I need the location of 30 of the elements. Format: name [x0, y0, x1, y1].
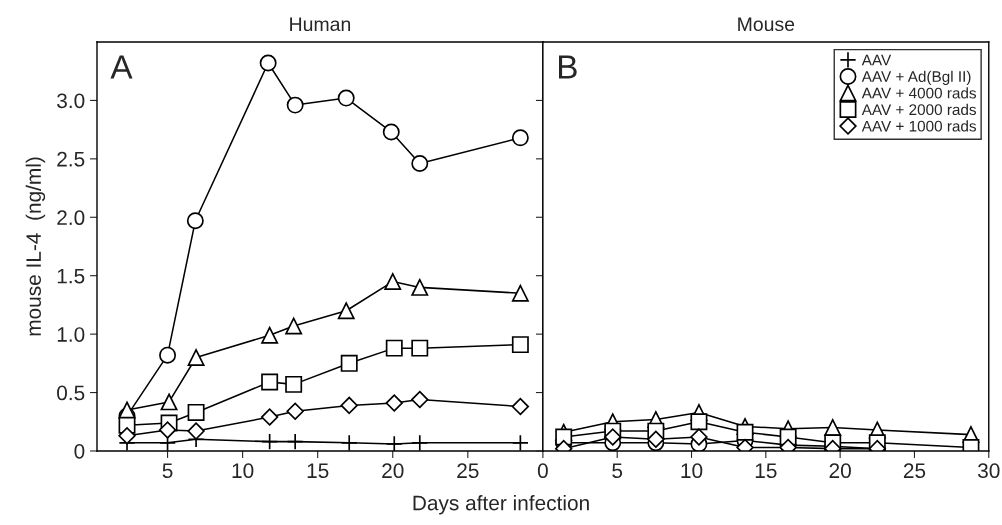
chart-title: Mouse	[738, 17, 795, 32]
y-tick-label: 1.5	[57, 268, 85, 284]
x-tick-label: 5	[612, 463, 623, 479]
x-tick-label: 25	[903, 463, 926, 479]
legend-label: AAV + 1000 rads	[861, 120, 976, 132]
x-tick-label: 20	[829, 463, 851, 479]
x-tick-label: 0	[537, 463, 548, 479]
x-tick-label: 30	[977, 463, 1000, 479]
y-tick-label: 1.0	[57, 327, 85, 342]
x-tick-label: 25	[457, 463, 479, 479]
y-tick-label: 0	[74, 443, 85, 459]
x-tick-label: 15	[307, 463, 329, 479]
legend-label: AAV + 2000 rads	[861, 103, 976, 116]
legend-label: AAV + Ad(Bgl II)	[861, 70, 971, 85]
x-tick-label: 10	[681, 463, 703, 479]
y-tick-label: 2.0	[57, 210, 85, 226]
annotation: B	[558, 55, 577, 79]
y-tick-label: 3.0	[57, 93, 85, 109]
x-tick-label: 5	[162, 463, 173, 479]
y-tick-label: 0.5	[57, 385, 85, 401]
y-tick-label: 2.5	[57, 151, 85, 167]
x-tick-label: 10	[232, 463, 254, 479]
legend-label: AAV	[861, 54, 892, 66]
y-axis-title: mouse IL-4 (ng/ml)	[25, 157, 46, 336]
x-tick-label: 20	[382, 463, 404, 479]
legend-label: AAV + 4000 rads	[861, 87, 976, 99]
x-tick-label: 15	[755, 463, 777, 479]
x-axis-title: Days after infection	[413, 495, 589, 515]
chart-title: Human	[290, 17, 351, 32]
annotation: A	[110, 55, 133, 79]
